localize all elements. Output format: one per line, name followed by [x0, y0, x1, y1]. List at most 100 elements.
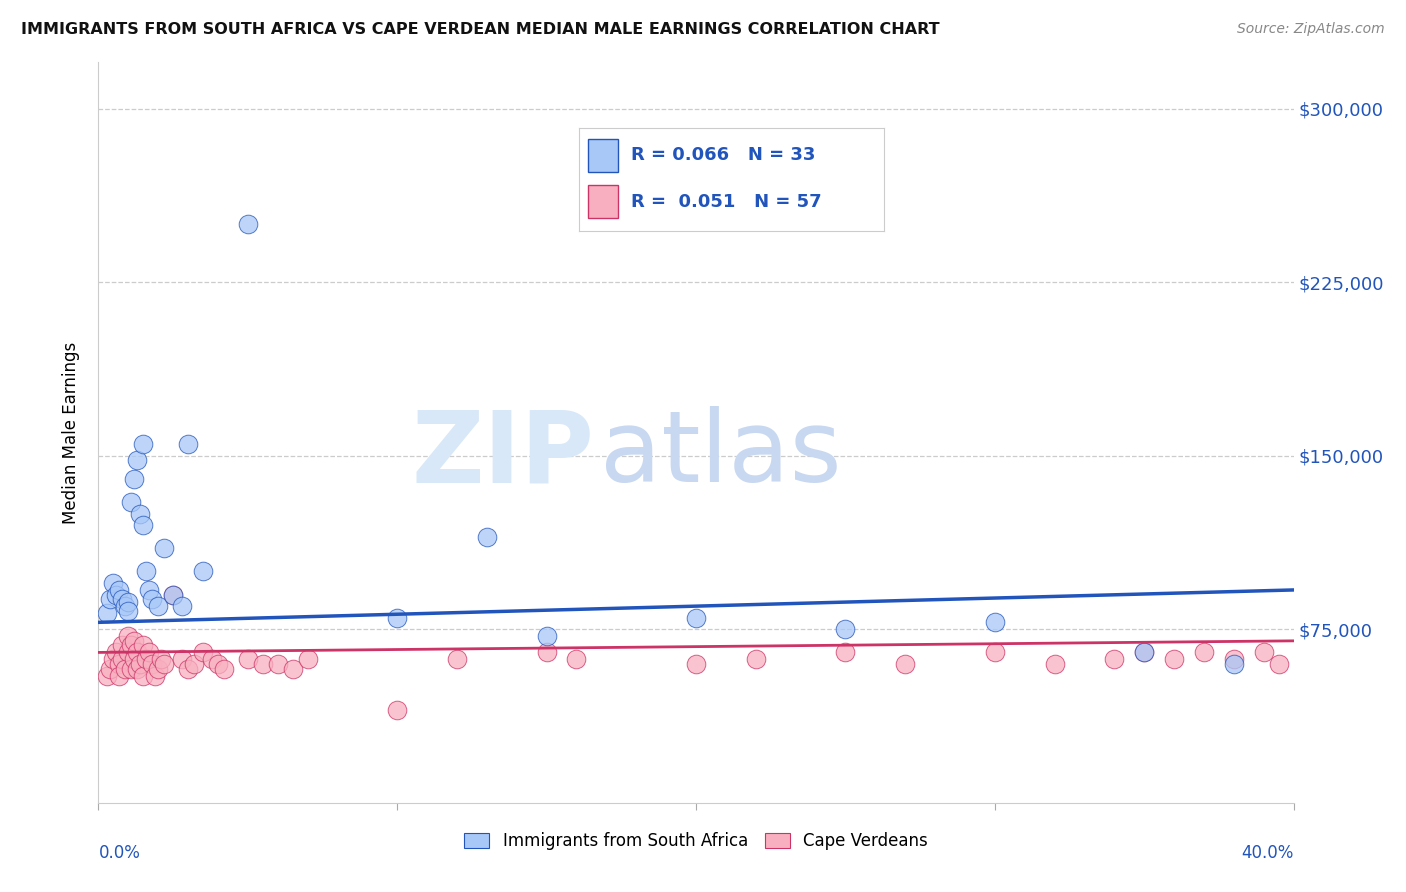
Point [108, 657, 131, 671]
Point [132, 639, 155, 653]
Y-axis label: Median Male Earnings: Median Male Earnings [62, 342, 80, 524]
Point [127, 662, 149, 676]
Point [536, 629, 558, 643]
Point [183, 657, 205, 671]
Point [1223, 657, 1246, 671]
Point [177, 437, 200, 451]
Legend: Immigrants from South Africa, Cape Verdeans: Immigrants from South Africa, Cape Verde… [464, 832, 928, 850]
Point [124, 652, 146, 666]
Point [127, 645, 149, 659]
Point [1104, 652, 1126, 666]
Point [108, 582, 131, 597]
Point [138, 645, 160, 659]
Point [135, 565, 157, 579]
Point [1133, 645, 1156, 659]
Point [207, 657, 229, 671]
Point [105, 645, 128, 659]
Point [135, 652, 157, 666]
Point [148, 662, 170, 676]
Point [103, 576, 125, 591]
Point [111, 652, 134, 666]
Bar [588, 139, 619, 172]
Point [565, 652, 588, 666]
Point [153, 657, 176, 671]
Text: R = 0.066   N = 33: R = 0.066 N = 33 [631, 146, 815, 164]
Point [141, 592, 163, 607]
Point [96, 606, 118, 620]
Text: IMMIGRANTS FROM SOUTH AFRICA VS CAPE VERDEAN MEDIAN MALE EARNINGS CORRELATION CH: IMMIGRANTS FROM SOUTH AFRICA VS CAPE VER… [21, 22, 939, 37]
Point [172, 652, 194, 666]
Text: R =  0.051   N = 57: R = 0.051 N = 57 [631, 193, 821, 211]
Point [124, 472, 146, 486]
Point [153, 541, 176, 556]
Point [111, 639, 134, 653]
Point [252, 657, 274, 671]
Point [129, 657, 152, 671]
Point [1223, 652, 1246, 666]
Point [127, 453, 149, 467]
Point [834, 645, 856, 659]
Point [475, 530, 498, 544]
Point [172, 599, 194, 614]
Point [150, 652, 173, 666]
Point [212, 662, 235, 676]
Point [105, 588, 128, 602]
Point [267, 657, 290, 671]
Point [111, 592, 134, 607]
Point [236, 652, 259, 666]
Point [1267, 657, 1289, 671]
Point [984, 645, 1007, 659]
Point [536, 645, 558, 659]
Point [132, 437, 155, 451]
Bar [588, 186, 619, 219]
Point [120, 495, 142, 509]
Point [103, 652, 125, 666]
Point [1133, 645, 1156, 659]
Point [446, 652, 468, 666]
Point [1192, 645, 1215, 659]
Point [984, 615, 1007, 630]
Point [120, 662, 142, 676]
Point [177, 662, 200, 676]
Point [117, 594, 139, 608]
Point [141, 657, 163, 671]
Point [132, 668, 155, 682]
Point [117, 645, 139, 659]
Point [191, 565, 214, 579]
Point [685, 657, 707, 671]
Point [191, 645, 214, 659]
Text: 40.0%: 40.0% [1241, 844, 1294, 862]
Text: Source: ZipAtlas.com: Source: ZipAtlas.com [1237, 22, 1385, 37]
Text: ZIP: ZIP [412, 407, 595, 503]
Point [162, 588, 184, 602]
Point [162, 588, 184, 602]
Point [114, 662, 136, 676]
Point [281, 662, 304, 676]
Point [124, 633, 146, 648]
Point [1043, 657, 1066, 671]
Text: 0.0%: 0.0% [98, 844, 141, 862]
Point [120, 639, 142, 653]
Point [385, 703, 409, 717]
Point [834, 622, 856, 636]
Point [148, 599, 170, 614]
Point [117, 604, 139, 618]
Point [385, 610, 409, 624]
Text: atlas: atlas [600, 407, 842, 503]
Point [201, 652, 224, 666]
Point [132, 518, 155, 533]
Point [117, 629, 139, 643]
Point [129, 507, 152, 521]
Point [745, 652, 768, 666]
Point [138, 582, 160, 597]
Point [1163, 652, 1185, 666]
Point [98, 662, 122, 676]
Point [114, 599, 136, 614]
Point [297, 652, 319, 666]
Point [143, 668, 166, 682]
Point [236, 218, 259, 232]
Point [1253, 645, 1275, 659]
Point [894, 657, 917, 671]
Point [685, 610, 707, 624]
Point [96, 668, 118, 682]
